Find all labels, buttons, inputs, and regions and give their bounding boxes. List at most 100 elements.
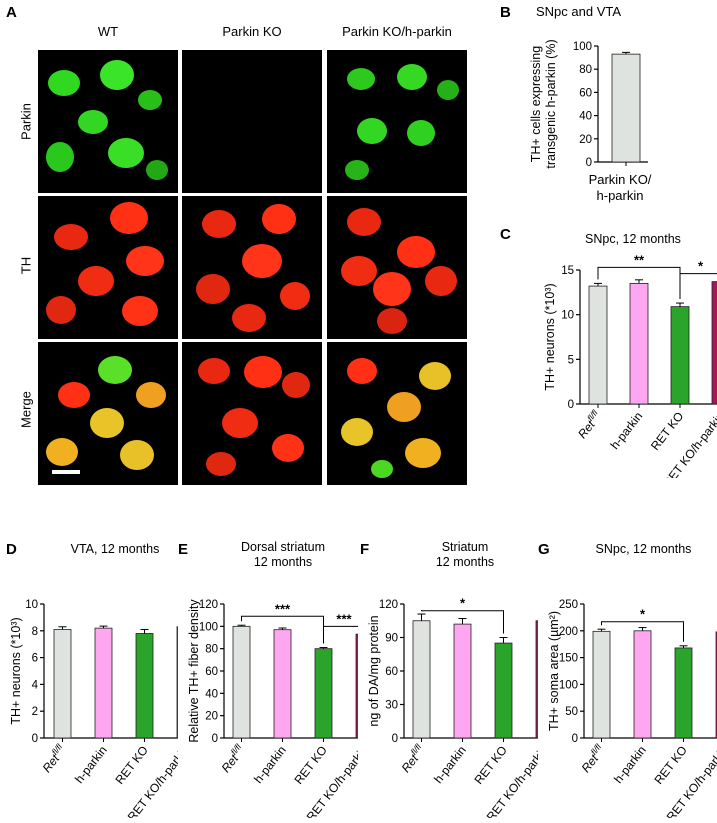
chart-e-y-tick-label: 80 [205,644,218,656]
row-label-parkin: Parkin [18,103,34,140]
panel-b-letter: B [500,4,511,21]
panel-f-letter: F [360,541,370,558]
chart-f-bar [453,623,472,739]
chart-e-y-tick-label: 20 [205,711,218,723]
chart-b-y-axis-label: transgenic h-parkin (%) [544,39,558,168]
chart-c-bar [670,306,690,405]
chart-e-bar [314,648,333,739]
chart-e-significance-label: *** [275,601,291,616]
chart-c-significance-bracket [679,273,717,300]
row-label-th: TH [18,256,34,275]
chart-c-y-tick-label: 0 [568,399,574,411]
chart-f-significance-bracket [421,610,504,634]
chart-b-y-axis-label: TH+ cells expressing [529,46,543,162]
chart-g-x-tick-label: Retfl/fl [577,741,608,775]
panel-c-letter: C [500,226,511,243]
chart-g-bar [592,630,611,739]
chart-c-bar [711,281,717,405]
chart-e-y-tick-label: 120 [199,599,218,611]
chart-d-bar [53,629,72,739]
image-parkin-parkin-ko-h-parkin [327,50,467,193]
chart-f: 0 30 60 90 120 ng of DA/mg protein Retfl/fl h-p… [358,578,561,823]
chart-e-y-tick-label: 100 [199,621,218,633]
chart-c-x-tick-label: h-parkin [608,409,646,452]
chart-d-bar [94,627,113,739]
chart-d-y-tick-label: 6 [32,653,38,665]
chart-d-bar [135,633,154,739]
chart-g-x-tick-label: RET KO [651,743,689,787]
chart-e-bar [273,629,292,739]
chart-f-y-tick-label: 60 [385,666,398,678]
chart-g-y-axis-label: TH+ soma area (µm²) [547,611,561,731]
chart-d-y-tick-label: 4 [32,679,39,691]
image-th-wt [38,196,178,339]
chart-g-y-tick-label: 0 [572,733,578,745]
chart-d-y-tick-label: 10 [25,599,38,611]
chart-b-title: SNpc and VTA [536,4,622,19]
chart-f-y-tick-label: 30 [385,700,398,712]
chart-e-title: Dorsal striatum 12 months [240,540,326,569]
chart-b-y-tick-label: 20 [579,134,592,146]
chart-e-y-axis-label: Relative TH+ fiber density [187,599,201,743]
chart-f-title: Striatum 12 months [435,540,495,569]
chart-b: 0 20 40 60 80 100 TH+ cells expressing transgen… [488,24,717,219]
chart-c-title: SNpc, 12 months [585,232,681,246]
chart-b-y-tick-label: 40 [579,111,592,123]
chart-g-bar [633,630,652,739]
chart-e-y-tick-label: 40 [205,688,218,700]
scale-bar [52,470,80,474]
chart-e-bar [232,625,251,739]
chart-b-bar [611,53,641,163]
image-merge-wt [38,342,178,485]
chart-f-y-axis-label: ng of DA/mg protein [367,615,381,726]
image-th-parkin-ko-h-parkin [327,196,467,339]
chart-b-y-tick-label: 60 [579,87,592,99]
panel-e-letter: E [178,541,189,558]
panel-d-letter: D [6,541,17,558]
chart-c-bar [588,285,608,405]
chart-c-significance-label: * [698,259,704,274]
chart-f-x-tick-label: RET KO [471,743,509,787]
chart-c-x-tick-label: RET KO [648,409,686,453]
chart-b-y-tick-label: 100 [573,41,592,53]
chart-e-y-tick-label: 60 [205,666,218,678]
chart-d-y-tick-label: 0 [32,733,38,745]
chart-f-bar [412,620,431,739]
chart-c-y-axis-label: TH+ neurons (*10³) [543,283,557,390]
panel-g-letter: G [538,541,550,558]
chart-c: 0 5 10 15 TH+ neurons (*10³) Retfl/fl h-parkin… [488,248,717,490]
chart-b-category-label: Parkin KO/h-parkin [588,172,652,203]
column-title-parkin-ko: Parkin KO [222,24,282,39]
chart-e-significance-label: *** [336,611,352,626]
image-parkin-parkin-ko [182,50,322,193]
chart-g-bar [674,647,693,739]
chart-c-x-tick-label: Retfl/fl [574,407,605,441]
panel-a-letter: A [6,4,17,21]
chart-f-y-tick-label: 0 [392,733,398,745]
column-title-wt: WT [97,24,119,39]
chart-b-y-tick-label: 80 [579,64,592,76]
chart-d-x-tick-label: RET KO [112,743,150,787]
chart-g-y-tick-label: 150 [559,653,578,665]
column-title-parkin-ko-h-parkin: Parkin KO/h-parkin [342,24,452,39]
chart-e-x-tick-label: RET KO [291,743,329,787]
chart-g-significance-label: * [640,607,646,622]
chart-g-y-tick-label: 200 [559,626,578,638]
chart-e-x-tick-label: Retfl/fl [217,741,248,775]
chart-f-x-tick-label: h-parkin [431,743,469,786]
chart-c-y-tick-label: 5 [568,354,574,366]
chart-e-x-tick-label: h-parkin [251,743,289,786]
chart-f-svg: 0 30 60 90 120 ng of DA/mg protein Retfl/fl h-p… [367,596,561,823]
chart-c-y-tick-label: 10 [561,310,574,322]
chart-g-significance-bracket [601,621,684,642]
chart-d-title: VTA, 12 months [70,542,160,556]
chart-c-bar [629,283,649,405]
chart-d-y-axis-label: TH+ neurons (*10³) [9,617,23,724]
chart-d-y-tick-label: 2 [32,706,38,718]
chart-f-x-tick-label: Retfl/fl [397,741,428,775]
chart-d-x-tick-label: Retfl/fl [38,741,69,775]
chart-g-x-tick-label: h-parkin [611,743,649,786]
image-parkin-wt [38,50,178,193]
chart-g: 0 50 100 150 200 250 TH+ soma area (µm²) Retfl/… [538,578,717,823]
